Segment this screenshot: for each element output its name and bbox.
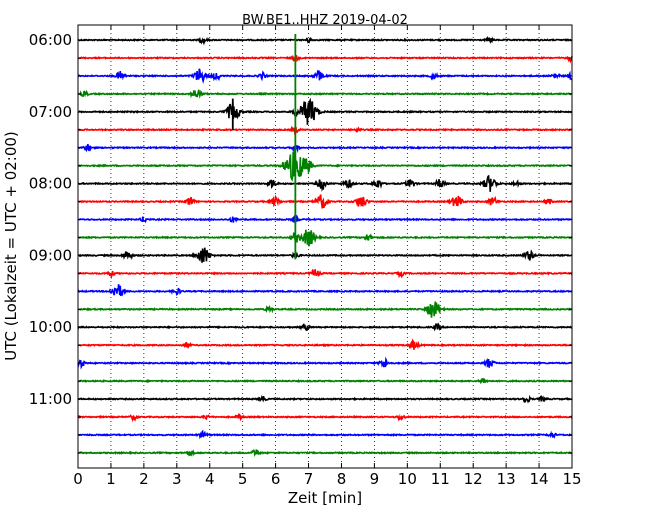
x-tick-label: 3 — [172, 470, 182, 488]
trace-line-0645 — [77, 89, 573, 99]
x-tick-label: 0 — [73, 470, 83, 488]
x-tick-label: 2 — [139, 470, 149, 488]
x-tick-label: 9 — [370, 470, 380, 488]
trace-line-0730 — [77, 143, 573, 154]
x-axis: 0 1 2 3 4 5 6 7 8 9 10 11 12 13 14 15 — [73, 25, 582, 488]
trace-group — [77, 34, 573, 458]
trace-line-0830 — [77, 214, 573, 225]
x-tick-label: 1 — [106, 470, 116, 488]
trace-line-0715 — [77, 125, 573, 136]
y-axis-label: UTC (Lokalzeit = UTC + 02:00) — [2, 131, 20, 361]
trace-line-1145 — [77, 449, 573, 458]
trace-line-0945 — [77, 301, 573, 318]
x-tick-label: 15 — [562, 470, 581, 488]
plot-frame — [77, 24, 573, 469]
y-tick-label: 06:00 — [29, 31, 72, 49]
x-tick-label: 11 — [431, 470, 450, 488]
x-tick-label: 4 — [205, 470, 215, 488]
x-tick-label: 10 — [398, 470, 417, 488]
trace-line-0800 — [77, 174, 573, 192]
y-tick-label: 09:00 — [29, 246, 72, 264]
y-tick-label: 11:00 — [29, 390, 72, 408]
trace-line-1115 — [77, 413, 573, 423]
x-tick-label: 7 — [304, 470, 314, 488]
trace-line-0915 — [77, 269, 573, 280]
grid-lines — [110, 25, 540, 468]
trace-line-0815 — [77, 194, 573, 209]
trace-line-1130 — [77, 429, 573, 440]
x-tick-label: 5 — [238, 470, 248, 488]
trace-line-0930 — [77, 284, 573, 297]
trace-line-1030 — [77, 356, 573, 370]
trace-line-0700 — [77, 97, 573, 125]
trace-line-0630 — [77, 68, 573, 84]
trace-line-1045 — [77, 377, 573, 385]
y-axis: 06:00 07:00 08:00 09:00 10:00 11:00 — [29, 31, 572, 454]
trace-line-0615 — [77, 55, 573, 64]
trace-line-0600 — [77, 35, 573, 46]
x-tick-label: 14 — [530, 470, 549, 488]
trace-line-1100 — [77, 394, 573, 404]
trace-line-0845 — [77, 229, 573, 247]
trace-line-0745 — [77, 149, 573, 182]
x-tick-label: 6 — [271, 470, 281, 488]
y-tick-label: 08:00 — [29, 175, 72, 193]
x-tick-label: 13 — [497, 470, 516, 488]
y-tick-label: 07:00 — [29, 103, 72, 121]
y-tick-label: 10:00 — [29, 318, 72, 336]
x-tick-label: 8 — [337, 470, 347, 488]
chart-title: BW.BE1..HHZ 2019-04-02 — [242, 13, 408, 28]
trace-line-1000 — [77, 322, 573, 332]
trace-line-0900 — [77, 247, 573, 263]
x-axis-label: Zeit [min] — [288, 489, 362, 507]
x-tick-label: 12 — [464, 470, 483, 488]
trace-line-1015 — [77, 338, 573, 350]
